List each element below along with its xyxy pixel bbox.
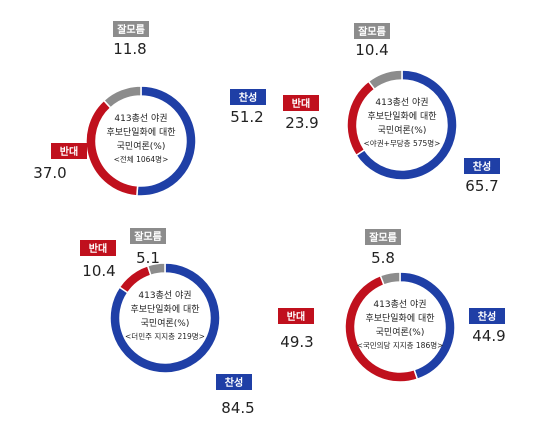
category-badge-label: 잘모름 xyxy=(117,24,145,36)
donut-slice-unknown xyxy=(146,262,166,277)
category-badge-label: 반대 xyxy=(292,97,310,110)
center-title-line: 413총선 야권 xyxy=(114,112,167,124)
center-title-line: 413총선 야권 xyxy=(138,289,191,301)
category-badge-yes xyxy=(464,158,500,174)
data-label-yes: 84.5 xyxy=(221,399,254,417)
center-title-line: 국민여론(%) xyxy=(141,317,190,329)
donut-slice-yes xyxy=(109,262,221,374)
data-label-unknown: 5.1 xyxy=(136,249,160,267)
center-title-line: 국민여론(%) xyxy=(117,140,166,152)
center-subtitle: <전체 1064명> xyxy=(114,154,169,164)
center-subtitle: <더민주 지지층 219명> xyxy=(125,331,205,341)
data-label-yes: 65.7 xyxy=(465,177,498,195)
category-badge-unknown xyxy=(365,229,401,245)
category-badge-no xyxy=(80,240,116,256)
donut-slice-yes xyxy=(399,271,456,381)
category-badge-label: 찬성 xyxy=(478,310,496,323)
category-badge-unknown xyxy=(354,23,390,39)
donut-slice-unknown xyxy=(102,85,142,109)
category-badge-label: 찬성 xyxy=(473,160,491,173)
data-label-yes: 51.2 xyxy=(230,108,263,126)
data-label-unknown: 5.8 xyxy=(371,249,395,267)
category-badge-no xyxy=(278,308,314,324)
category-badge-unknown xyxy=(113,21,149,37)
category-badge-yes xyxy=(216,374,252,390)
center-title-line: 후보단일화에 대한 xyxy=(367,111,436,122)
data-label-no: 23.9 xyxy=(285,114,318,132)
category-badge-label: 찬성 xyxy=(225,376,243,389)
donut-slice-no xyxy=(118,264,152,294)
category-badge-label: 찬성 xyxy=(239,91,257,104)
center-title-line: 국민여론(%) xyxy=(378,124,427,136)
category-badge-label: 잘모름 xyxy=(369,232,397,244)
donut-slice-yes xyxy=(136,85,197,197)
category-badge-label: 반대 xyxy=(60,145,78,158)
data-label-unknown: 11.8 xyxy=(113,40,146,58)
center-title-line: 후보단일화에 대한 xyxy=(106,127,175,138)
center-title-line: 국민여론(%) xyxy=(376,326,425,338)
category-badge-no xyxy=(283,95,319,111)
center-title-line: 후보단일화에 대한 xyxy=(130,304,199,315)
data-label-no: 37.0 xyxy=(33,164,66,182)
data-label-unknown: 10.4 xyxy=(355,41,388,59)
center-subtitle: <국민의당 지지층 186명> xyxy=(357,340,444,350)
category-badge-label: 반대 xyxy=(287,310,305,323)
center-title-line: 413총선 야권 xyxy=(375,96,428,108)
category-badge-yes xyxy=(230,89,266,105)
data-label-yes: 44.9 xyxy=(472,327,505,345)
category-badge-label: 잘모름 xyxy=(134,231,162,243)
donut-slice-unknown xyxy=(367,69,403,91)
data-label-no: 10.4 xyxy=(82,262,115,280)
center-subtitle: <야권+무당층 575명> xyxy=(364,138,441,148)
data-label-no: 49.3 xyxy=(280,333,313,351)
category-badge-label: 잘모름 xyxy=(358,26,386,38)
center-title-line: 413총선 야권 xyxy=(373,298,426,310)
donut-slice-unknown xyxy=(379,271,401,286)
center-title-line: 후보단일화에 대한 xyxy=(365,313,434,324)
category-badge-yes xyxy=(469,308,505,324)
category-badge-no xyxy=(51,143,87,159)
category-badge-unknown xyxy=(130,228,166,244)
category-badge-label: 반대 xyxy=(89,242,107,255)
